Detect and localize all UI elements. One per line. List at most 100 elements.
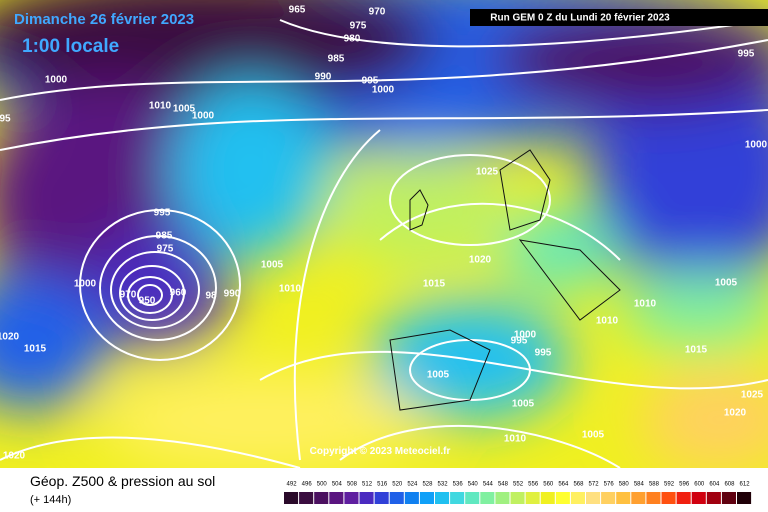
isobar-label: 1005	[715, 278, 738, 289]
isobar-label: 1010	[279, 284, 302, 295]
legend-swatch	[359, 492, 374, 504]
isobar-label: 995	[738, 49, 755, 60]
legend-swatch	[389, 492, 404, 504]
legend-label: 576	[604, 482, 615, 488]
copyright: Copyright © 2023 Meteociel.fr	[310, 446, 451, 457]
legend-label: 584	[634, 482, 645, 488]
legend-swatch	[570, 492, 585, 504]
isobar-label: 990	[315, 72, 332, 83]
isobar-label: 1020	[0, 332, 20, 343]
legend-title: Géop. Z500 & pression au sol	[30, 473, 215, 489]
isobar-label: 1005	[427, 370, 450, 381]
legend-swatch	[706, 492, 721, 504]
legend-label: 556	[528, 482, 539, 488]
map: Copyright © 2023 Meteociel.fr	[0, 0, 768, 470]
legend-label: 512	[362, 482, 373, 488]
legend-swatch	[540, 492, 555, 504]
isobar-label: 960	[170, 288, 187, 299]
isobar-label: 1010	[596, 316, 619, 327]
legend-swatch	[419, 492, 434, 504]
legend-label: 564	[558, 482, 569, 488]
isobar-label: 1000	[74, 279, 97, 290]
legend-swatch	[480, 492, 495, 504]
legend-label: 604	[709, 482, 720, 488]
legend-label: 580	[619, 482, 630, 488]
legend-label: 588	[649, 482, 660, 488]
legend-swatch	[495, 492, 510, 504]
isobar-label: 990	[224, 289, 241, 300]
legend-label: 516	[377, 482, 388, 488]
isobar-label: 975	[157, 244, 174, 255]
legend-swatch	[661, 492, 676, 504]
isobar-label: 1010	[504, 434, 527, 445]
time: 1:00 locale	[22, 36, 119, 57]
isobar-label: 1000	[372, 85, 395, 96]
isobar-label: 1010	[634, 299, 657, 310]
legend-swatch	[510, 492, 525, 504]
legend-label: 568	[573, 482, 584, 488]
legend-label: 600	[694, 482, 705, 488]
legend-label: 496	[302, 482, 313, 488]
isobar-label: 1020	[469, 255, 492, 266]
isobar-label: 1025	[476, 167, 499, 178]
legend-label: 504	[332, 482, 343, 488]
legend-label: 540	[468, 482, 479, 488]
isobar-label: 1000	[514, 330, 537, 341]
isobar-label: 995	[154, 208, 171, 219]
isobar-label: 975	[350, 21, 367, 32]
legend-swatch	[344, 492, 359, 504]
isobar-label: 950	[139, 296, 156, 307]
legend-swatch	[299, 492, 314, 504]
isobar-label: 1015	[24, 344, 47, 355]
isobar-label: 995	[535, 348, 552, 359]
legend-swatch	[314, 492, 329, 504]
legend-swatch	[631, 492, 646, 504]
legend-swatch	[465, 492, 480, 504]
legend-label: 560	[543, 482, 554, 488]
legend-label: 592	[664, 482, 675, 488]
isobar-label: 1000	[192, 111, 215, 122]
legend-swatch	[616, 492, 631, 504]
isobar-label: 1020	[3, 451, 26, 462]
legend-label: 532	[438, 482, 449, 488]
legend-swatch	[329, 492, 344, 504]
isobar-label: 965	[289, 5, 306, 16]
isobar-label: 1015	[423, 279, 446, 290]
legend-swatch	[374, 492, 389, 504]
legend-label: 572	[589, 482, 600, 488]
legend-label: 612	[740, 482, 751, 488]
isobar-label: 985	[328, 54, 345, 65]
legend-swatch	[450, 492, 465, 504]
legend-label: 536	[453, 482, 464, 488]
run-info: Run GEM 0 Z du Lundi 20 février 2023	[490, 13, 670, 24]
legend-swatch	[691, 492, 706, 504]
legend-swatch	[284, 492, 299, 504]
legend-label: 524	[407, 482, 418, 488]
isobar-label: 1010	[149, 101, 172, 112]
legend-swatch	[555, 492, 570, 504]
legend-label: 548	[498, 482, 509, 488]
legend-swatch	[525, 492, 540, 504]
legend-label: 528	[422, 482, 433, 488]
legend-label: 508	[347, 482, 358, 488]
isobar-label: 970	[369, 7, 386, 18]
legend-swatch	[646, 492, 661, 504]
isobar-label: 995	[362, 76, 379, 87]
isobar-label: 980	[344, 34, 361, 45]
legend-swatch	[404, 492, 419, 504]
legend-label: 608	[724, 482, 735, 488]
isobar-label: 1000	[45, 75, 68, 86]
isobar-label: 985	[156, 231, 173, 242]
isobar-label: 1015	[685, 345, 708, 356]
legend-label: 500	[317, 482, 328, 488]
legend-swatch	[586, 492, 601, 504]
isobar-label: 995	[511, 336, 528, 347]
isobar-label: 970	[120, 290, 137, 301]
date: Dimanche 26 février 2023	[14, 11, 194, 28]
isobar-label: 1000	[745, 140, 768, 151]
legend-swatch	[435, 492, 450, 504]
run-bar	[470, 9, 768, 26]
legend-label: 544	[483, 482, 494, 488]
isobar-label: 98	[205, 291, 217, 302]
isobar-label: 1005	[173, 104, 196, 115]
